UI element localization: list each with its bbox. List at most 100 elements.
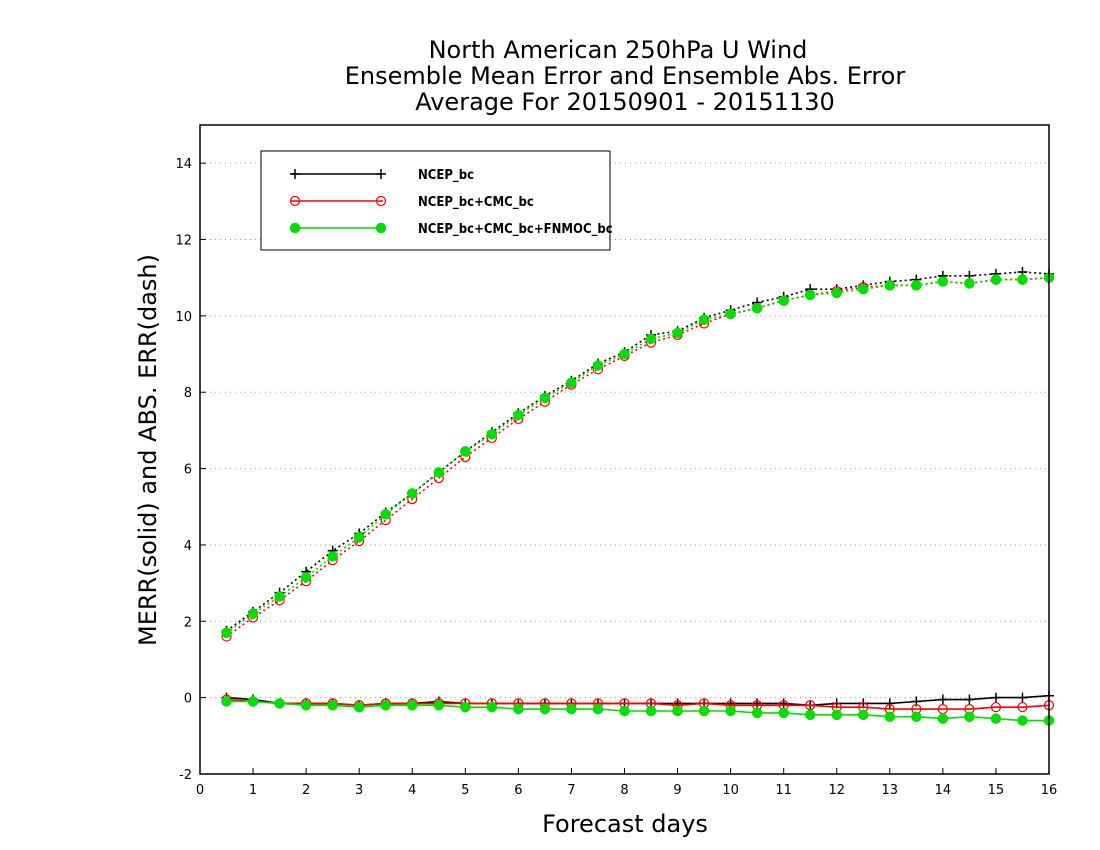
- data-point: [290, 169, 300, 179]
- y-tick-label: -2: [179, 768, 192, 783]
- y-tick-label: 12: [175, 234, 192, 249]
- data-point: [698, 314, 710, 325]
- abs-err-line: [226, 276, 1050, 634]
- data-point: [990, 713, 1002, 724]
- x-tick-label: 14: [935, 783, 952, 798]
- data-point: [619, 705, 630, 717]
- x-tick-label: 7: [567, 783, 575, 798]
- data-point: [300, 700, 312, 711]
- title-line-2: Ensemble Mean Error and Ensemble Abs. Er…: [345, 62, 906, 90]
- data-point: [375, 222, 387, 234]
- data-point: [1017, 692, 1028, 703]
- data-point: [672, 705, 683, 717]
- data-point: [539, 703, 551, 715]
- data-point: [289, 222, 301, 234]
- data-point: [380, 700, 391, 711]
- data-point: [380, 509, 391, 520]
- title-line-1: North American 250hPa U Wind: [429, 36, 808, 64]
- x-tick-label: 15: [988, 783, 1005, 798]
- data-point: [645, 705, 657, 717]
- x-tick-label: 2: [302, 783, 310, 798]
- data-point: [858, 283, 869, 295]
- y-axis: -2 0 2 4 6 8 10 12 14: [175, 157, 206, 783]
- legend-label: NCEP_bc: [418, 168, 474, 183]
- data-point: [513, 409, 524, 421]
- abs-err-line: [226, 276, 1050, 638]
- x-tick-label: 8: [620, 783, 628, 798]
- y-tick-label: 14: [175, 157, 192, 172]
- data-point: [990, 274, 1002, 285]
- data-point: [486, 428, 498, 440]
- data-point: [433, 467, 445, 478]
- data-point: [778, 698, 789, 709]
- data-point: [247, 696, 259, 707]
- data-point: [539, 392, 551, 404]
- data-point: [725, 705, 736, 717]
- x-tick-label: 12: [828, 783, 845, 798]
- series-ncep-bc-cmc-bc-fnmoc-bc: [221, 272, 1055, 726]
- abs-err-line: [226, 271, 1050, 632]
- data-point: [884, 698, 895, 709]
- data-point: [672, 327, 683, 339]
- y-tick-label: 6: [184, 463, 192, 478]
- data-point: [884, 280, 896, 291]
- data-point: [460, 446, 471, 457]
- data-point: [566, 377, 577, 388]
- x-tick-label: 13: [882, 783, 899, 798]
- data-point: [247, 608, 259, 619]
- x-tick-label: 4: [408, 783, 416, 798]
- y-tick-label: 4: [184, 539, 192, 554]
- data-point: [645, 333, 657, 345]
- legend-item: NCEP_bc+CMC_bc: [289, 195, 534, 210]
- data-point: [327, 700, 338, 711]
- data-point: [884, 711, 896, 722]
- y-tick-label: 2: [184, 615, 192, 630]
- data-point: [990, 692, 1001, 703]
- data-point: [407, 700, 418, 711]
- data-point: [375, 195, 387, 207]
- x-axis: 0 1 2 3 4 5 6 7 8 9 10 11 12 13 14 15 16: [196, 768, 1057, 798]
- data-point: [725, 308, 736, 320]
- data-point: [433, 700, 445, 711]
- data-point: [327, 551, 338, 562]
- data-point: [964, 278, 975, 289]
- data-point: [831, 709, 842, 721]
- y-axis-label: MERR(solid) and ABS. ERR(dash): [134, 254, 162, 646]
- legend: NCEP_bc NCEP_bc+CMC_bc NCEP_bc+CMC_bc+FNMO…: [260, 150, 613, 251]
- data-point: [964, 694, 975, 705]
- plot-frame: [199, 124, 1050, 775]
- x-tick-label: 11: [775, 783, 792, 798]
- data-point: [460, 701, 471, 713]
- data-point: [937, 713, 949, 724]
- data-point: [486, 701, 498, 713]
- data-point: [1017, 715, 1028, 726]
- data-point: [353, 701, 365, 713]
- data-point: [698, 705, 710, 717]
- legend-item: NCEP_bc: [290, 168, 474, 183]
- data-point: [1017, 274, 1028, 285]
- x-tick-label: 10: [722, 783, 739, 798]
- series-ncep-bc: [221, 266, 1054, 711]
- data-point: [353, 532, 365, 543]
- data-point: [804, 289, 816, 301]
- data-point: [778, 707, 789, 719]
- legend-label: NCEP_bc+CMC_bc: [418, 195, 534, 210]
- data-point: [964, 711, 975, 722]
- data-point: [407, 488, 418, 499]
- y-tick-label: 8: [184, 386, 192, 401]
- x-tick-label: 16: [1041, 783, 1058, 798]
- data-point: [911, 280, 922, 291]
- data-point: [274, 698, 285, 709]
- data-point: [619, 348, 630, 360]
- data-point: [274, 591, 285, 602]
- data-point: [592, 360, 604, 371]
- data-point: [592, 703, 604, 715]
- x-axis-label: Forecast days: [542, 810, 708, 838]
- data-point: [937, 694, 948, 705]
- series-ncep-bc-cmc-bc: [221, 272, 1055, 715]
- legend-item: NCEP_bc+CMC_bc+FNMOC_bc: [289, 222, 613, 237]
- legend-label: NCEP_bc+CMC_bc+FNMOC_bc: [418, 222, 613, 237]
- data-point: [289, 195, 301, 207]
- data-point: [1017, 702, 1028, 713]
